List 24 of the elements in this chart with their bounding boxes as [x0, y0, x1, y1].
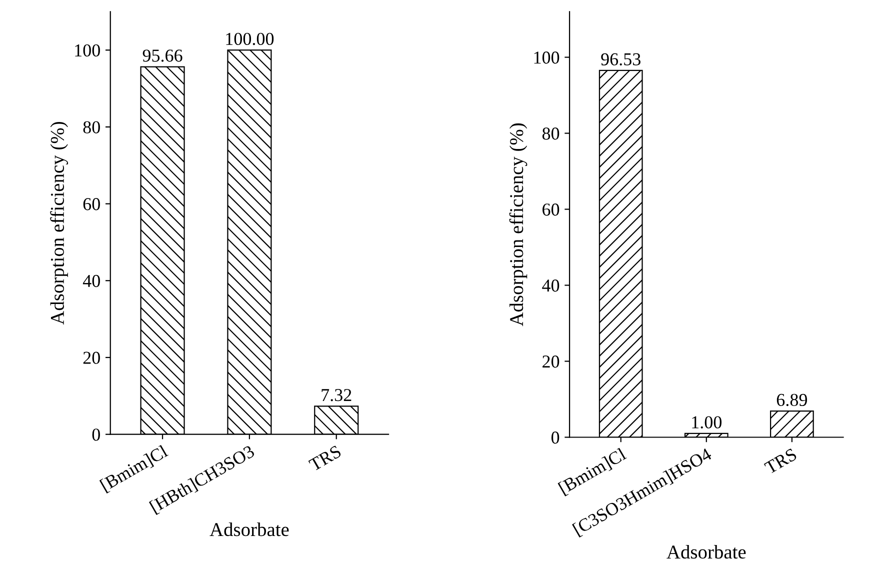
data-label: 6.89: [776, 394, 807, 406]
data-label: 7.32: [322, 389, 352, 402]
x-tick-label: TRS: [764, 448, 798, 474]
data-label: 95.66: [142, 50, 182, 62]
y-tick-label: 80: [542, 128, 560, 140]
y-tick-label: 40: [82, 274, 100, 288]
x-axis-title: Adsorbate: [210, 522, 289, 536]
y-axis-title: Adsorption efficiency (%): [509, 123, 528, 326]
y-tick-label: 20: [542, 356, 560, 368]
y-tick-label: 100: [75, 44, 100, 57]
y-tick-label: 40: [542, 280, 560, 292]
y-tick-label: 0: [551, 432, 560, 444]
data-label: 100.00: [226, 32, 274, 46]
data-label: 96.53: [601, 53, 640, 66]
y-tick-label: 60: [542, 204, 560, 216]
y-tick-label: 60: [83, 198, 100, 210]
y-tick-label: 0: [92, 428, 100, 441]
x-axis-title: Adsorbate: [666, 544, 746, 559]
x-tick-label: TRS: [308, 445, 342, 472]
data-label: 1.00: [692, 416, 722, 428]
y-tick-label: 80: [83, 121, 100, 134]
y-axis-title: Adsorption efficiency (%): [50, 122, 68, 325]
y-tick-label: 100: [534, 52, 560, 64]
y-tick-label: 20: [83, 352, 100, 364]
